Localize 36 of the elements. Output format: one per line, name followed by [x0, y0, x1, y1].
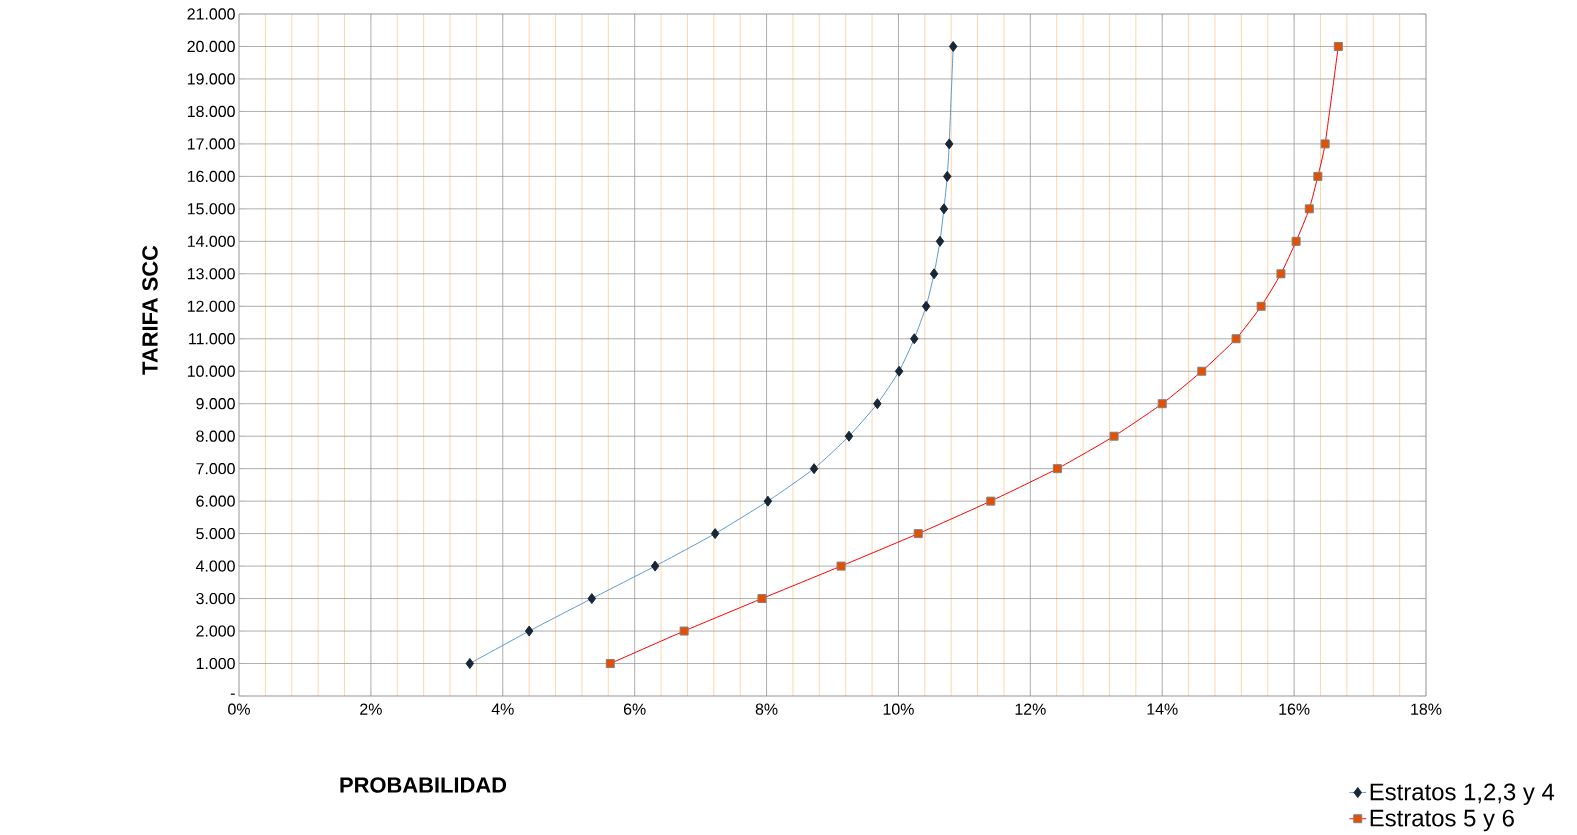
x-tick-label: 0%: [228, 703, 250, 715]
y-tick-label: 1.000: [196, 657, 235, 670]
y-tick-label: 19.000: [187, 73, 235, 85]
y-tick-label: 7.000: [196, 463, 235, 475]
x-tick-label: 4%: [491, 703, 514, 715]
y-tick-label: 17.000: [187, 138, 235, 150]
y-tick-label: 3.000: [196, 592, 235, 605]
x-tick-label: 12%: [1015, 703, 1046, 715]
x-tick-label: 6%: [623, 703, 646, 715]
y-tick-label: 10.000: [187, 365, 235, 377]
y-tick-label: 8.000: [196, 430, 235, 442]
x-tick-label: 2%: [360, 703, 382, 715]
y-axis-title: TARIFA SCC: [142, 245, 158, 375]
y-tick-label: 21.000: [187, 8, 235, 20]
x-axis-title: PROBABILIDAD: [340, 777, 507, 793]
y-tick-label: 11.000: [189, 333, 235, 345]
x-tick-label: 10%: [883, 703, 914, 715]
y-tick-label: 20.000: [187, 40, 235, 53]
x-tick-label: 8%: [755, 703, 778, 715]
y-tick-label: 9.000: [196, 398, 235, 410]
y-tick-label: 14.000: [187, 235, 235, 247]
y-tick-label: 15.000: [187, 203, 235, 215]
legend-label: Estratos 5 y 6: [1370, 809, 1514, 832]
y-tick-label: 6.000: [196, 495, 235, 507]
legend-label: Estratos 1,2,3 y 4: [1370, 783, 1555, 806]
x-tick-label: 18%: [1411, 703, 1442, 715]
y-tick-label: -: [230, 693, 235, 695]
y-tick-label: 4.000: [195, 560, 235, 572]
y-tick-label: 13.000: [187, 268, 235, 280]
x-tick-label: 16%: [1279, 703, 1310, 715]
y-tick-label: 2.000: [196, 625, 235, 637]
y-tick-label: 16.000: [187, 170, 235, 183]
y-tick-label: 5.000: [196, 527, 235, 540]
y-tick-label: 18.000: [187, 105, 235, 118]
y-tick-label: 12.000: [187, 300, 235, 312]
x-tick-label: 14%: [1147, 703, 1178, 715]
